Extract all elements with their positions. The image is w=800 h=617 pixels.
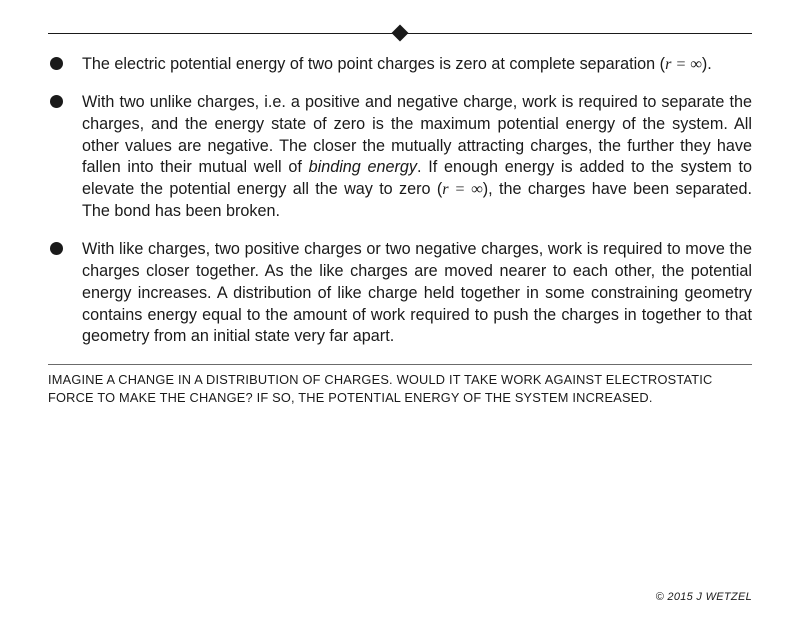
- bullet-text: The electric potential energy of two poi…: [82, 55, 665, 73]
- list-item: The electric potential energy of two poi…: [48, 54, 752, 76]
- bullet-list: The electric potential energy of two poi…: [48, 54, 752, 348]
- equation: r = ∞: [442, 180, 483, 198]
- bullet-text: ).: [702, 55, 712, 73]
- footnote-divider: [48, 364, 752, 365]
- copyright: © 2015 J WETZEL: [656, 591, 752, 603]
- top-divider: [48, 26, 752, 40]
- bullet-text: With like charges, two positive charges …: [82, 240, 752, 345]
- italic-term: binding energy: [309, 158, 417, 176]
- list-item: With like charges, two positive charges …: [48, 239, 752, 348]
- diamond-icon: [392, 25, 409, 42]
- equation: r = ∞: [665, 55, 702, 73]
- footnote-text: IMAGINE A CHANGE IN A DISTRIBUTION OF CH…: [48, 371, 752, 406]
- list-item: With two unlike charges, i.e. a positive…: [48, 92, 752, 223]
